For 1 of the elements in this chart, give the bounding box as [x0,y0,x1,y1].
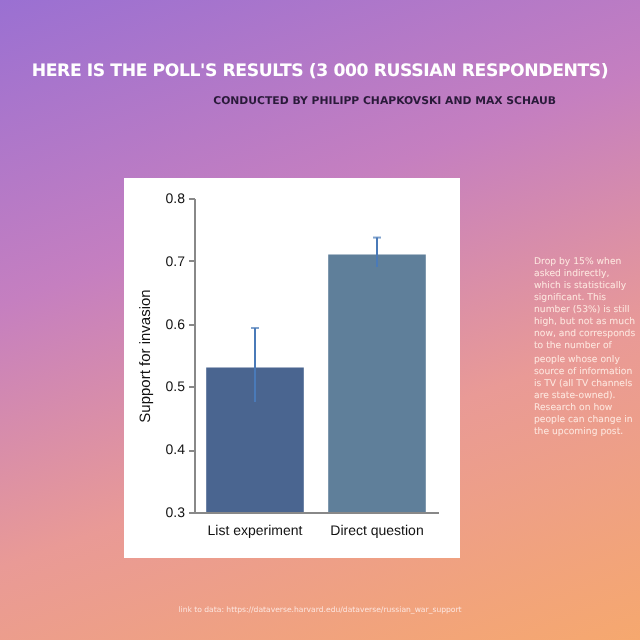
chart-title: HERE IS THE POLL'S RESULTS (3 000 RUSSIAN RESPONDENTS) [29,62,611,82]
